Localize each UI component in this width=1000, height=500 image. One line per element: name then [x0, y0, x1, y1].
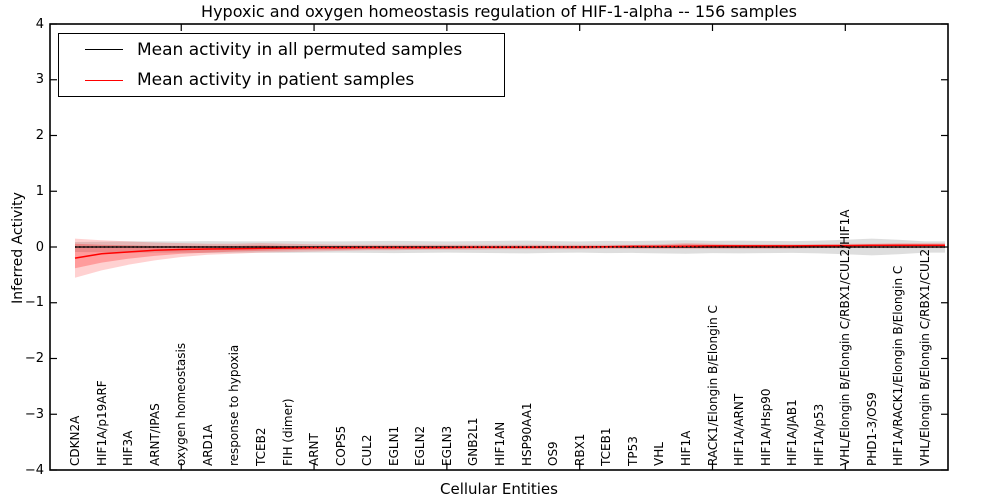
x-tick-label: CUL2 — [360, 434, 375, 466]
y-tick-label: −4 — [24, 462, 44, 478]
x-tick-label: RACK1/Elongin B/Elongin C — [705, 305, 720, 466]
permuted-line-swatch — [85, 49, 123, 51]
patient-samples-range-inner-band — [75, 243, 945, 269]
y-tick-label: 2 — [35, 128, 44, 143]
x-tick-label: COPS5 — [333, 425, 348, 466]
x-tick-label: EGLN3 — [439, 425, 454, 466]
x-tick-label: response to hypoxia — [227, 344, 242, 466]
x-tick-label: CDKN2A — [68, 415, 82, 466]
legend-label-patient: Mean activity in patient samples — [137, 70, 415, 91]
x-tick-label: TCEB1 — [599, 427, 614, 466]
x-tick-label: HIF3A — [121, 430, 136, 466]
x-tick-label: HIF1A/Hsp90 — [758, 388, 773, 466]
x-tick-label: GNB2L1 — [466, 417, 481, 466]
x-tick-label: HSP90AA1 — [519, 402, 534, 466]
x-tick-label: HIF1A/p19ARF — [94, 380, 109, 466]
x-tick-label: ARNT — [307, 433, 322, 466]
x-tick-label: HIF1A/p53 — [811, 403, 826, 466]
x-tick-label: HIF1A — [678, 430, 693, 466]
x-tick-label: oxygen homeostasis — [174, 342, 189, 466]
y-tick-label: 0 — [35, 239, 44, 255]
legend-entry-permuted: Mean activity in all permuted samples — [59, 35, 504, 65]
x-tick-label: VHL/Elongin B/Elongin C/RBX1/CUL2 — [918, 248, 932, 466]
x-tick-label: VHL/Elongin B/Elongin C/RBX1/CUL2/HIF1A — [838, 209, 853, 466]
y-tick-label: −1 — [24, 295, 44, 311]
y-tick-label: −2 — [24, 351, 44, 366]
x-tick-label: EGLN2 — [413, 425, 428, 466]
y-tick-label: 4 — [35, 16, 44, 32]
legend-entry-patient: Mean activity in patient samples — [59, 65, 504, 95]
x-tick-label: HIF1A/ARNT — [732, 393, 747, 466]
x-tick-label: EGLN1 — [386, 425, 401, 466]
x-tick-label: FIH (dimer) — [280, 398, 295, 466]
x-tick-label: OS9 — [546, 441, 561, 466]
x-tick-label: VHL — [652, 442, 667, 466]
chart-title: Hypoxic and oxygen homeostasis regulatio… — [201, 2, 797, 21]
x-tick-label: ARNT/IPAS — [147, 403, 162, 466]
x-tick-label: RBX1 — [572, 433, 587, 466]
x-axis-label: Cellular Entities — [440, 480, 558, 498]
x-tick-label: TP53 — [625, 436, 640, 466]
x-tick-label: TCEB2 — [253, 427, 268, 466]
x-tick-label: HIF1A/RACK1/Elongin B/Elongin C — [891, 265, 906, 466]
patient-line-swatch — [85, 79, 123, 81]
legend-label-permuted: Mean activity in all permuted samples — [137, 39, 463, 60]
x-tick-label: ARD1A — [200, 424, 215, 466]
patient-mean-line — [74, 244, 945, 259]
legend: Mean activity in all permuted samples Me… — [58, 33, 505, 97]
y-tick-label: 1 — [35, 183, 44, 199]
x-tick-label: PHD1-3/OS9 — [864, 392, 879, 466]
y-tick-label: 3 — [35, 72, 44, 88]
y-tick-label: −3 — [24, 406, 44, 422]
x-tick-label: HIF1AN — [493, 421, 507, 466]
x-tick-label: HIF1A/JAB1 — [785, 399, 800, 466]
